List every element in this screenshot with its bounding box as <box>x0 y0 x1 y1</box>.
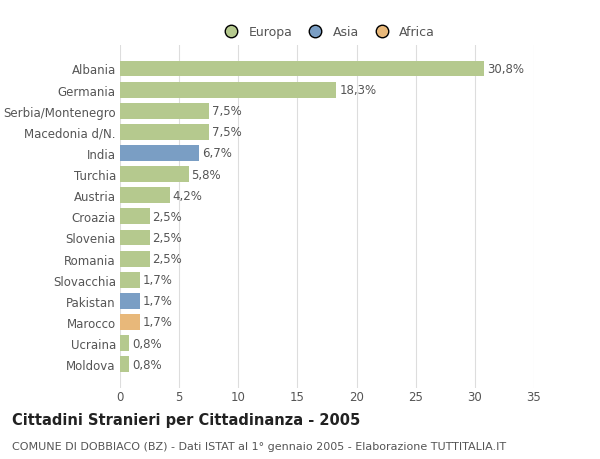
Bar <box>120 272 140 288</box>
Text: 2,5%: 2,5% <box>152 210 182 224</box>
Text: 30,8%: 30,8% <box>487 63 524 76</box>
Text: 0,8%: 0,8% <box>133 358 162 371</box>
Bar <box>120 83 337 98</box>
Text: 6,7%: 6,7% <box>202 147 232 160</box>
Text: Cittadini Stranieri per Cittadinanza - 2005: Cittadini Stranieri per Cittadinanza - 2… <box>12 413 360 428</box>
Legend: Europa, Asia, Africa: Europa, Asia, Africa <box>214 22 440 45</box>
Bar <box>120 167 188 183</box>
Text: 1,7%: 1,7% <box>143 316 173 329</box>
Bar <box>120 188 170 204</box>
Bar <box>120 146 199 162</box>
Bar <box>120 251 149 267</box>
Bar <box>120 125 209 140</box>
Text: 4,2%: 4,2% <box>173 189 203 202</box>
Bar <box>120 62 484 77</box>
Bar <box>120 314 140 330</box>
Text: 2,5%: 2,5% <box>152 231 182 245</box>
Bar <box>120 357 130 372</box>
Text: 7,5%: 7,5% <box>212 105 241 118</box>
Text: 0,8%: 0,8% <box>133 337 162 350</box>
Text: 1,7%: 1,7% <box>143 274 173 286</box>
Bar <box>120 230 149 246</box>
Bar <box>120 209 149 225</box>
Text: 1,7%: 1,7% <box>143 295 173 308</box>
Text: COMUNE DI DOBBIACO (BZ) - Dati ISTAT al 1° gennaio 2005 - Elaborazione TUTTITALI: COMUNE DI DOBBIACO (BZ) - Dati ISTAT al … <box>12 441 506 451</box>
Text: 2,5%: 2,5% <box>152 252 182 265</box>
Bar <box>120 104 209 119</box>
Text: 18,3%: 18,3% <box>340 84 377 97</box>
Text: 7,5%: 7,5% <box>212 126 241 139</box>
Bar <box>120 293 140 309</box>
Text: 5,8%: 5,8% <box>191 168 221 181</box>
Bar <box>120 336 130 351</box>
